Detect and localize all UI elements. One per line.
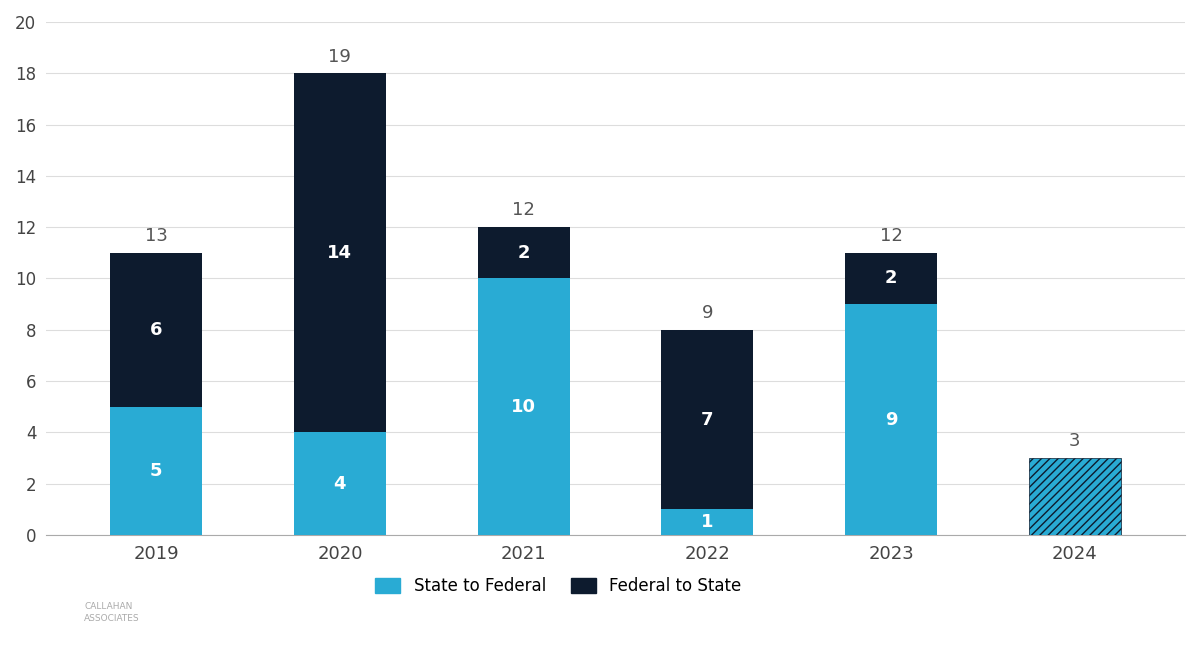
- Text: 5: 5: [150, 462, 162, 480]
- Bar: [661, 509, 754, 535]
- Text: 14: 14: [328, 244, 353, 262]
- Text: 13: 13: [145, 227, 168, 245]
- Text: 9: 9: [702, 304, 713, 322]
- Text: 7: 7: [701, 411, 714, 428]
- Text: CALLAHAN
ASSOCIATES: CALLAHAN ASSOCIATES: [84, 602, 139, 623]
- Bar: [110, 407, 202, 535]
- Bar: [845, 304, 937, 535]
- Bar: [294, 73, 386, 432]
- Legend: State to Federal, Federal to State: State to Federal, Federal to State: [367, 569, 750, 604]
- Text: 6: 6: [150, 321, 162, 339]
- Text: 12: 12: [512, 201, 535, 219]
- Bar: [110, 253, 202, 407]
- Text: 9: 9: [884, 411, 898, 428]
- Text: 10: 10: [511, 398, 536, 416]
- Text: 3: 3: [1069, 432, 1080, 450]
- Text: 12: 12: [880, 227, 902, 245]
- Bar: [1028, 458, 1121, 535]
- Text: 19: 19: [329, 47, 352, 66]
- Bar: [478, 227, 570, 278]
- Text: 4: 4: [334, 474, 346, 493]
- Text: 1: 1: [701, 513, 714, 531]
- Bar: [478, 278, 570, 535]
- Bar: [661, 330, 754, 509]
- Text: 2: 2: [517, 244, 530, 262]
- Bar: [845, 253, 937, 304]
- Bar: [294, 432, 386, 535]
- Text: 2: 2: [884, 269, 898, 288]
